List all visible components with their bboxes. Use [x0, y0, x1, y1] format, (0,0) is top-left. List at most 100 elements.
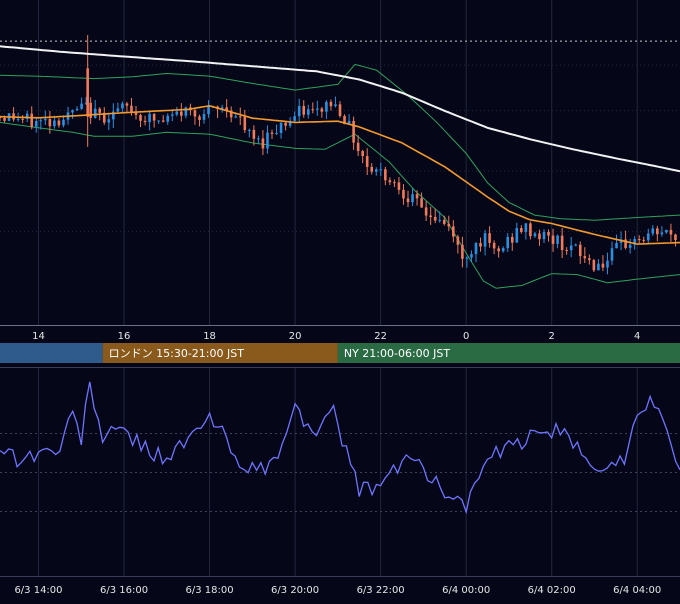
candle[interactable] [674, 233, 677, 247]
candle[interactable] [483, 229, 487, 256]
candle[interactable] [592, 258, 596, 273]
candle[interactable] [551, 228, 555, 252]
candle[interactable] [311, 102, 315, 114]
candle[interactable] [266, 125, 269, 154]
candle[interactable] [384, 166, 387, 186]
candle[interactable] [492, 240, 496, 255]
candle[interactable] [84, 96, 88, 106]
candle[interactable] [497, 245, 500, 258]
candle[interactable] [438, 211, 442, 223]
candle[interactable] [320, 106, 324, 118]
candle[interactable] [139, 113, 142, 128]
candles[interactable] [0, 35, 677, 275]
candle[interactable] [80, 97, 83, 110]
candle[interactable] [193, 107, 197, 125]
candle[interactable] [656, 225, 659, 242]
candle[interactable] [637, 235, 641, 244]
candle[interactable] [93, 99, 97, 119]
candle[interactable] [529, 221, 532, 240]
candle[interactable] [284, 122, 287, 131]
candle[interactable] [121, 101, 124, 114]
candle[interactable] [116, 102, 120, 113]
candle[interactable] [257, 135, 260, 144]
candle[interactable] [161, 115, 165, 123]
candle[interactable] [393, 179, 396, 188]
candle[interactable] [21, 115, 24, 124]
candle[interactable] [411, 188, 414, 207]
candle[interactable] [325, 100, 328, 119]
candle[interactable] [270, 129, 274, 139]
candle[interactable] [669, 223, 673, 242]
candle[interactable] [34, 118, 38, 133]
candle[interactable] [302, 100, 306, 118]
candle[interactable] [248, 128, 251, 138]
candle[interactable] [352, 116, 355, 150]
candle[interactable] [628, 238, 632, 254]
candle[interactable] [624, 230, 627, 250]
candle[interactable] [198, 114, 201, 127]
candle[interactable] [397, 177, 401, 195]
candle[interactable] [533, 231, 537, 238]
candle[interactable] [424, 201, 428, 221]
candle[interactable] [306, 104, 310, 119]
candle[interactable] [606, 252, 609, 275]
candle[interactable] [75, 106, 79, 111]
candle[interactable] [297, 98, 301, 123]
candle[interactable] [651, 225, 655, 236]
candle[interactable] [125, 101, 129, 114]
candle[interactable] [474, 242, 478, 263]
candle[interactable] [361, 149, 364, 164]
candle[interactable] [447, 215, 451, 231]
candle[interactable] [62, 115, 65, 128]
candle[interactable] [261, 130, 265, 155]
candle[interactable] [452, 220, 455, 243]
candle[interactable] [583, 247, 587, 264]
candle[interactable] [547, 229, 550, 242]
candle[interactable] [293, 111, 296, 123]
candle[interactable] [166, 113, 170, 125]
candle[interactable] [184, 106, 188, 119]
candle[interactable] [501, 246, 505, 253]
candle[interactable] [148, 110, 151, 131]
candle[interactable] [316, 100, 319, 116]
candle[interactable] [338, 101, 342, 118]
candle[interactable] [565, 247, 568, 255]
candle[interactable] [542, 229, 546, 244]
candle[interactable] [456, 234, 460, 254]
candle[interactable] [180, 103, 183, 122]
candle[interactable] [538, 229, 541, 246]
candle[interactable] [646, 228, 650, 244]
candle[interactable] [374, 167, 378, 176]
candle[interactable] [665, 229, 668, 234]
candle[interactable] [175, 106, 179, 117]
candle[interactable] [406, 190, 410, 208]
candle[interactable] [556, 234, 559, 249]
candle[interactable] [102, 107, 106, 125]
candle[interactable] [470, 250, 473, 263]
candle[interactable] [107, 112, 111, 131]
candle[interactable] [588, 254, 591, 265]
candle[interactable] [461, 236, 464, 268]
candle[interactable] [252, 125, 256, 146]
candle[interactable] [615, 234, 618, 249]
candle[interactable] [365, 148, 369, 176]
candle[interactable] [402, 184, 405, 205]
candle[interactable] [238, 107, 242, 125]
candle[interactable] [515, 222, 519, 243]
candle[interactable] [420, 192, 423, 208]
candle[interactable] [39, 118, 43, 130]
candle[interactable] [48, 110, 52, 134]
candle[interactable] [229, 106, 233, 123]
candle[interactable] [279, 122, 283, 139]
candle[interactable] [569, 236, 573, 258]
candle[interactable] [379, 162, 383, 176]
candle[interactable] [574, 243, 578, 247]
candle[interactable] [347, 114, 351, 125]
candle[interactable] [243, 109, 247, 133]
candle[interactable] [506, 233, 510, 252]
candle[interactable] [53, 115, 56, 129]
candle[interactable] [152, 113, 156, 128]
candle[interactable] [597, 259, 600, 271]
candle[interactable] [207, 100, 210, 118]
